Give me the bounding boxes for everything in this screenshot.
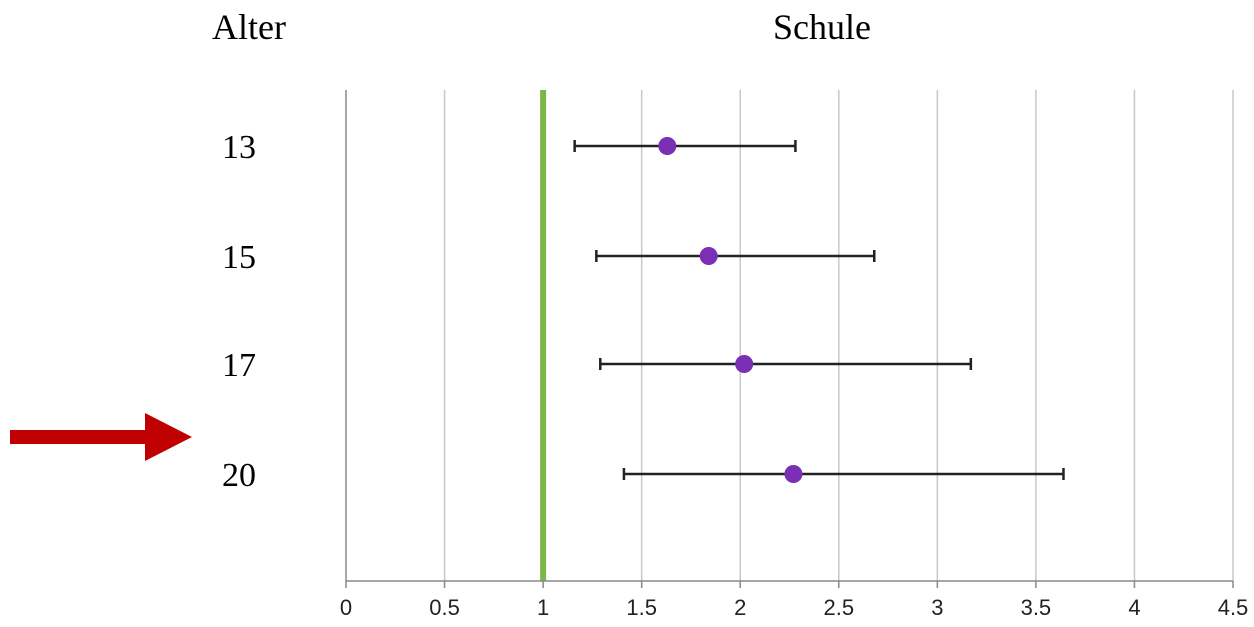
- x-tick-label: 4.5: [1218, 595, 1249, 620]
- x-tick-label: 0.5: [429, 595, 460, 620]
- x-tick-label: 3: [931, 595, 943, 620]
- right-arrow-icon: [10, 413, 192, 461]
- y-tick-label: 17: [222, 347, 256, 384]
- x-tick-label: 2: [734, 595, 746, 620]
- x-tick-label: 4: [1128, 595, 1140, 620]
- x-tick-label: 2.5: [823, 595, 854, 620]
- data-point: [658, 137, 677, 155]
- x-tick-label: 0: [340, 595, 352, 620]
- y-tick-label: 20: [222, 457, 256, 494]
- y-tick-label: 13: [222, 129, 256, 166]
- data-point: [699, 247, 718, 265]
- data-point: [784, 465, 803, 483]
- y-tick-label: 15: [222, 239, 256, 276]
- x-tick-label: 1: [537, 595, 549, 620]
- age-column-header: Alter: [212, 7, 286, 47]
- data-point: [735, 355, 754, 373]
- x-tick-label: 3.5: [1021, 595, 1052, 620]
- x-tick-label: 1.5: [626, 595, 657, 620]
- school-column-header: Schule: [773, 7, 871, 47]
